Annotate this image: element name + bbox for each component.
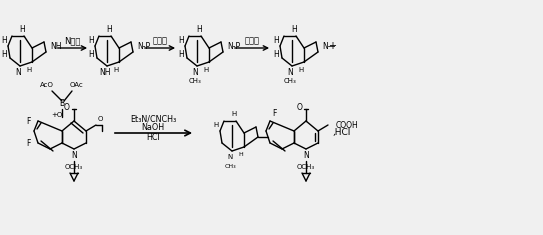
Text: O: O: [64, 102, 70, 111]
Text: H: H: [27, 67, 31, 73]
Text: H: H: [178, 50, 184, 59]
Text: OCH₃: OCH₃: [297, 164, 315, 170]
Text: B: B: [59, 98, 65, 107]
Text: NH: NH: [50, 42, 61, 51]
Text: CH₃: CH₃: [188, 78, 201, 84]
Text: 甲基化: 甲基化: [153, 36, 167, 46]
Text: H: H: [1, 35, 7, 44]
Text: H: H: [298, 67, 304, 73]
Text: O: O: [297, 102, 303, 111]
Text: N: N: [15, 67, 21, 77]
Text: +: +: [328, 41, 336, 51]
Text: H: H: [106, 24, 112, 34]
Text: N保护: N保护: [64, 36, 80, 46]
Text: H: H: [204, 67, 209, 73]
Text: +O: +O: [51, 112, 62, 118]
Text: H: H: [178, 35, 184, 44]
Text: N: N: [228, 154, 232, 160]
Text: H: H: [273, 50, 279, 59]
Text: F: F: [26, 117, 30, 125]
Text: O: O: [97, 116, 103, 122]
Text: H: H: [19, 24, 25, 34]
Text: Et₃N/CNCH₃: Et₃N/CNCH₃: [130, 114, 176, 124]
Text: H: H: [88, 35, 94, 44]
Text: N—: N—: [322, 42, 336, 51]
Text: N: N: [192, 67, 198, 77]
Text: H: H: [113, 67, 118, 73]
Text: CH₃: CH₃: [283, 78, 296, 84]
Text: H: H: [291, 24, 297, 34]
Text: N-P: N-P: [137, 42, 150, 51]
Text: HCl: HCl: [146, 133, 160, 141]
Text: OCH₃: OCH₃: [65, 164, 83, 170]
Text: CH₃: CH₃: [224, 164, 236, 168]
Text: F: F: [272, 109, 276, 118]
Text: H: H: [238, 153, 243, 157]
Text: AcO: AcO: [40, 82, 54, 88]
Text: H: H: [273, 35, 279, 44]
Text: H: H: [213, 122, 219, 128]
Text: H: H: [1, 50, 7, 59]
Text: NaOH: NaOH: [141, 124, 165, 133]
Text: OAc: OAc: [69, 82, 83, 88]
Text: H: H: [88, 50, 94, 59]
Text: H: H: [231, 111, 237, 117]
Text: N: N: [287, 67, 293, 77]
Text: N-P: N-P: [227, 42, 240, 51]
Text: H: H: [196, 24, 202, 34]
Text: N: N: [71, 150, 77, 160]
Text: F: F: [26, 138, 30, 148]
Text: ,HCl: ,HCl: [332, 129, 350, 137]
Text: 脱保护: 脱保护: [244, 36, 260, 46]
Text: NH: NH: [99, 67, 111, 77]
Text: COOH: COOH: [336, 121, 359, 129]
Text: N: N: [303, 150, 309, 160]
